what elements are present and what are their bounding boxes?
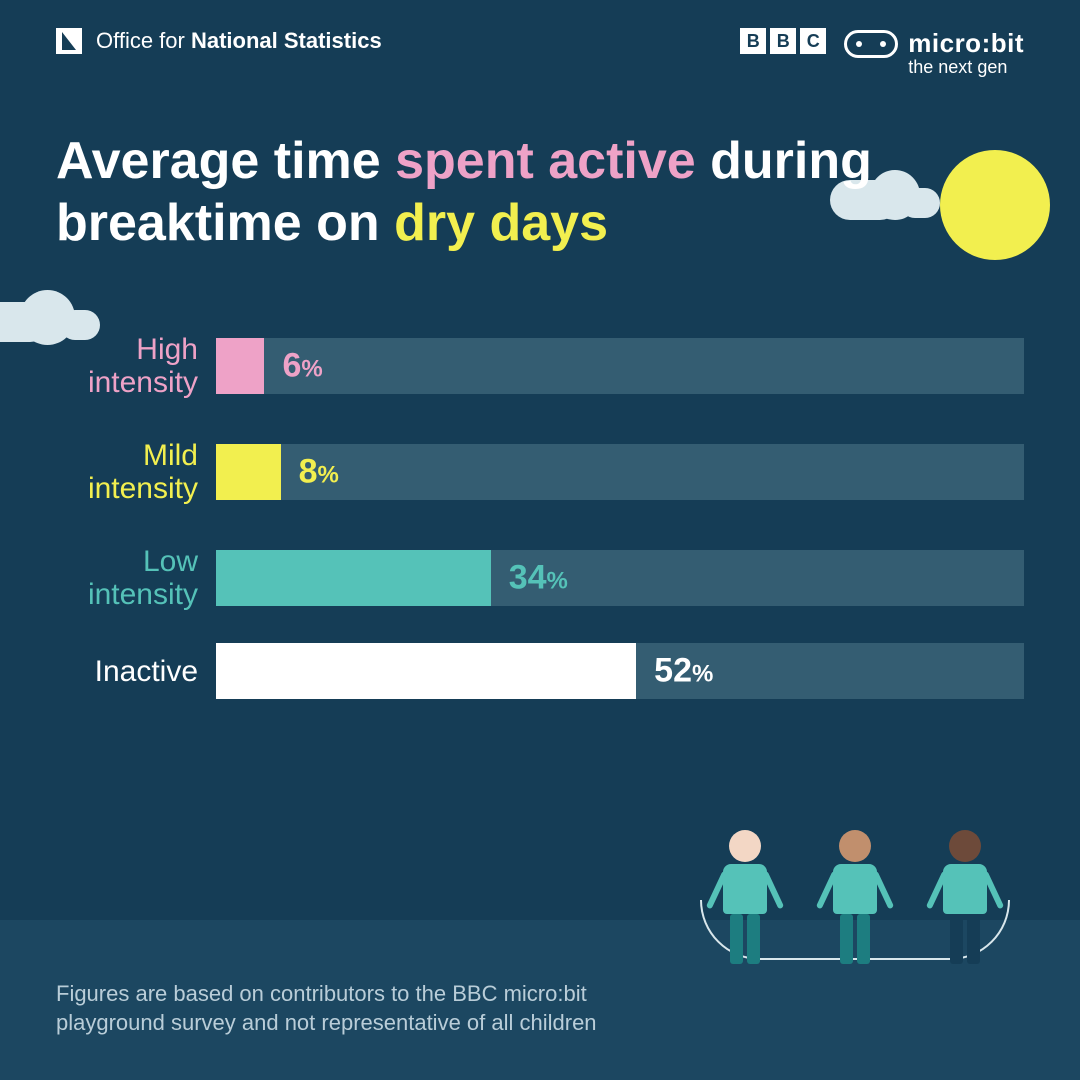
title-part: Average time [56,132,395,190]
bbc-c: C [800,28,826,54]
kid-2 [820,830,890,980]
sun-icon [940,150,1050,260]
chart-value: 6% [282,347,322,386]
ons-prefix: Office for [96,28,191,53]
title-part: spent active [395,132,696,190]
ons-logo-text: Office for National Statistics [96,28,382,54]
ons-logo: Office for National Statistics [56,28,382,54]
chart-value: 34% [509,559,568,598]
microbit-logo: micro:bit the next gen [844,28,1024,78]
page-title: Average time spent active during breakti… [56,130,906,255]
chart-value: 8% [299,453,339,492]
chart-bar-fill [216,550,491,606]
bbc-b2: B [770,28,796,54]
chart-row-label: Highintensity [56,333,216,399]
chart-row: Mildintensity 8% [56,431,1024,513]
chart-track: 34% [216,550,1024,606]
kid-1 [710,830,780,980]
ons-mark-icon [56,28,82,54]
footnote: Figures are based on contributors to the… [56,979,696,1038]
chart-row: Lowintensity 34% [56,537,1024,619]
infographic-canvas: Office for National Statistics B B C mic… [0,0,1080,1080]
ons-bold: National Statistics [191,28,382,53]
chart-value: 52% [654,652,713,691]
chart-row: Highintensity 6% [56,325,1024,407]
chart-track: 6% [216,338,1024,394]
chart-row-label: Lowintensity [56,545,216,611]
microbit-sub: the next gen [908,57,1007,78]
bbc-logo: B B C [740,28,826,54]
chart-bar-fill [216,338,264,394]
chart-row-label: Mildintensity [56,439,216,505]
chart-track: 8% [216,444,1024,500]
chart-track: 52% [216,643,1024,699]
chart-bar-fill [216,643,636,699]
title-part: dry days [394,194,608,252]
kid-3 [930,830,1000,980]
chart-row: Inactive 52% [56,643,1024,699]
right-logos: B B C micro:bit the next gen [740,28,1024,78]
chart-row-label: Inactive [56,655,216,688]
bbc-b1: B [740,28,766,54]
microbit-word: micro:bit [908,28,1024,59]
microbit-pill-icon [844,30,898,58]
chart-bar-fill [216,444,281,500]
header: Office for National Statistics B B C mic… [56,28,1024,78]
activity-chart: Highintensity 6% Mildintensity 8% Lowintensi… [56,325,1024,723]
children-illustration [710,800,1000,980]
